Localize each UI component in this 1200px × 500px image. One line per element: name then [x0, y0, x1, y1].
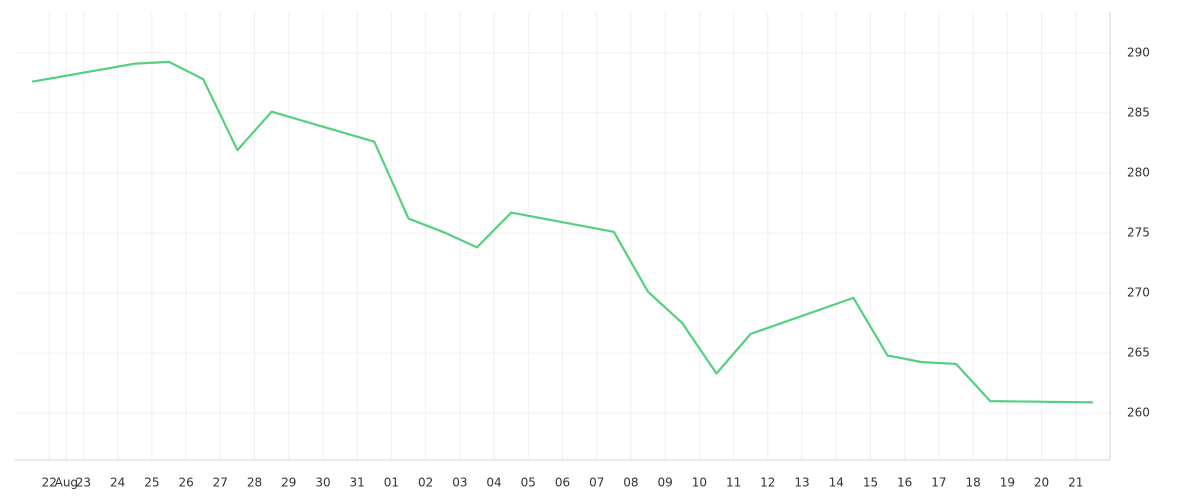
x-tick-label: 26: [178, 476, 193, 490]
x-tick-label: 01: [384, 476, 399, 490]
y-tick-label: 280: [1127, 165, 1150, 179]
x-tick-label: 22: [42, 476, 57, 490]
x-tick-label: 20: [1034, 476, 1049, 490]
x-tick-label: 12: [760, 476, 775, 490]
x-tick-label: 28: [247, 476, 262, 490]
line-series: [31, 60, 1093, 404]
x-tick-label: 09: [658, 476, 673, 490]
x-tick-label: 14: [829, 476, 844, 490]
y-tick-label: 275: [1127, 225, 1150, 239]
x-tick-label: 25: [144, 476, 159, 490]
x-tick-label: 18: [965, 476, 980, 490]
x-tick-label: 10: [692, 476, 707, 490]
x-tick-label: 13: [794, 476, 809, 490]
x-tick-label: 06: [555, 476, 570, 490]
y-tick-label: 260: [1127, 406, 1150, 420]
x-tick-label: 23: [76, 476, 91, 490]
y-tick-label: 290: [1127, 45, 1150, 59]
x-tick-label: 11: [726, 476, 741, 490]
x-tick-label: 31: [350, 476, 365, 490]
x-tick-label: 21: [1068, 476, 1083, 490]
x-tick-label: 30: [315, 476, 330, 490]
y-tick-label: 270: [1127, 286, 1150, 300]
x-tick-label: 16: [897, 476, 912, 490]
x-tick-label: 29: [281, 476, 296, 490]
x-tick-label: 27: [213, 476, 228, 490]
x-tick-label: 02: [418, 476, 433, 490]
x-tick-label: 04: [486, 476, 501, 490]
x-tick-label: 05: [521, 476, 536, 490]
x-tick-label: 15: [863, 476, 878, 490]
x-tick-label: 03: [452, 476, 467, 490]
x-tick-label: 07: [589, 476, 604, 490]
y-tick-label: 285: [1127, 105, 1150, 119]
y-tick-label: 265: [1127, 346, 1150, 360]
x-tick-label: Aug: [55, 476, 78, 490]
x-tick-label: 17: [931, 476, 946, 490]
x-tick-label: 19: [1000, 476, 1015, 490]
x-tick-label: 24: [110, 476, 125, 490]
x-tick-label: 08: [623, 476, 638, 490]
